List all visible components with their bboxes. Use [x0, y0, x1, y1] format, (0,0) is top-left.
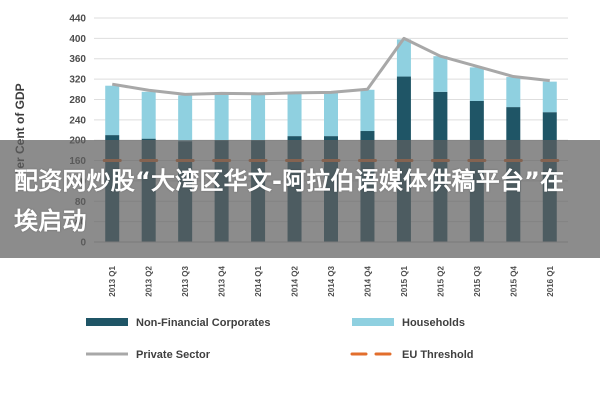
x-tick-label-8: 2015 Q1: [400, 265, 409, 296]
y-tick-label-10: 400: [69, 34, 86, 45]
x-tick-label-7: 2014 Q4: [363, 265, 372, 296]
x-tick-label-11: 2015 Q4: [509, 265, 518, 296]
legend-swatch-1: [352, 318, 394, 326]
bar-households-4: [251, 94, 266, 141]
x-tick-label-5: 2014 Q2: [291, 265, 300, 296]
bar-households-2: [178, 95, 193, 142]
bar-households-9: [433, 56, 448, 92]
x-tick-label-6: 2014 Q3: [327, 265, 336, 296]
legend: Non-Financial Corporates Households Privat…: [86, 317, 474, 361]
bar-households-0: [105, 85, 120, 136]
y-tick-label-6: 240: [69, 115, 86, 126]
y-tick-label-7: 280: [69, 95, 86, 106]
x-tick-label-9: 2015 Q2: [436, 265, 445, 296]
watermark-band: [0, 140, 600, 258]
bar-households-8: [396, 39, 411, 77]
legend-swatch-0: [86, 318, 128, 326]
x-tick-label-12: 2016 Q1: [546, 265, 555, 296]
y-tick-label-11: 440: [69, 14, 86, 25]
bar-households-11: [506, 77, 521, 108]
legend-label-1: Households: [402, 317, 465, 329]
x-tick-label-3: 2013 Q4: [218, 265, 227, 296]
private-sector-line: [111, 36, 550, 96]
legend-label-0: Non-Financial Corporates: [136, 317, 270, 329]
x-tick-label-10: 2015 Q3: [473, 265, 482, 296]
watermark-caption: 配资网炒股“大湾区华文-阿拉伯语媒体供稿平台”在埃启动: [14, 167, 565, 235]
x-tick-label-1: 2013 Q2: [145, 265, 154, 296]
bar-households-6: [324, 92, 338, 137]
bar-households-3: [214, 94, 229, 141]
bar-households-1: [141, 91, 156, 139]
x-tick-label-4: 2014 Q1: [254, 265, 263, 296]
legend-label-2: Private Sector: [136, 349, 211, 361]
legend-label-3: EU Threshold: [402, 349, 474, 361]
bar-households-10: [469, 67, 484, 101]
y-tick-label-9: 360: [69, 54, 86, 65]
x-tick-label-0: 2013 Q1: [108, 265, 117, 296]
bar-households-7: [360, 89, 375, 132]
y-tick-label-8: 320: [69, 75, 86, 86]
x-tick-label-2: 2013 Q3: [181, 265, 190, 296]
bar-households-12: [542, 81, 557, 113]
bar-households-5: [287, 92, 302, 137]
